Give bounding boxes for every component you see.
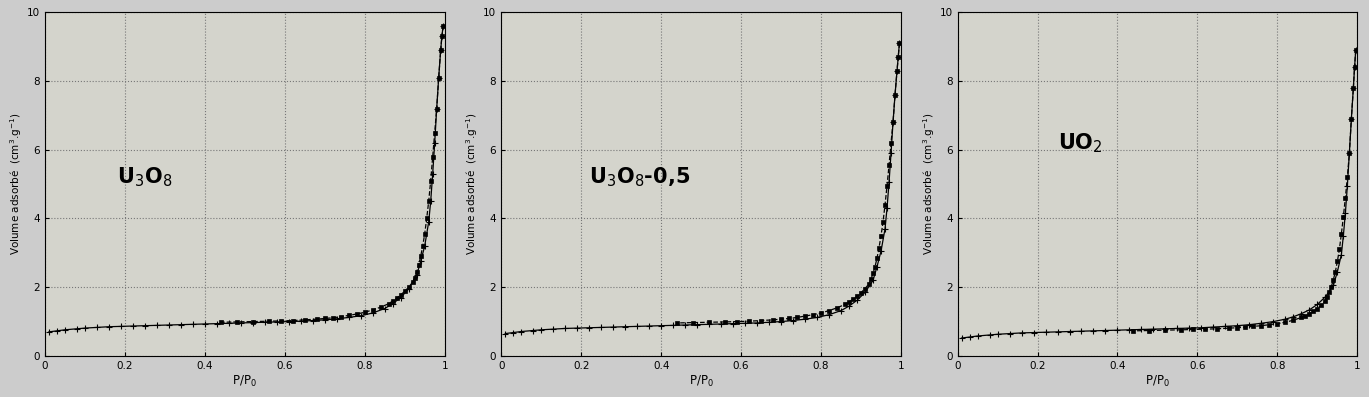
- X-axis label: P/P$_0$: P/P$_0$: [1144, 374, 1170, 389]
- X-axis label: P/P$_0$: P/P$_0$: [233, 374, 257, 389]
- Text: U$_3$O$_8$-0,5: U$_3$O$_8$-0,5: [589, 166, 690, 189]
- Y-axis label: Volume adsorbé  (cm$^3$.g$^{-1}$): Volume adsorbé (cm$^3$.g$^{-1}$): [921, 113, 936, 255]
- Text: U$_3$O$_8$: U$_3$O$_8$: [116, 166, 172, 189]
- Y-axis label: Volume adsorbé  (cm$^3$.g$^{-1}$): Volume adsorbé (cm$^3$.g$^{-1}$): [8, 113, 25, 255]
- X-axis label: P/P$_0$: P/P$_0$: [689, 374, 713, 389]
- Text: UO$_2$: UO$_2$: [1057, 131, 1102, 155]
- Y-axis label: Volume adsorbé  (cm$^3$.g$^{-1}$): Volume adsorbé (cm$^3$.g$^{-1}$): [464, 113, 481, 255]
